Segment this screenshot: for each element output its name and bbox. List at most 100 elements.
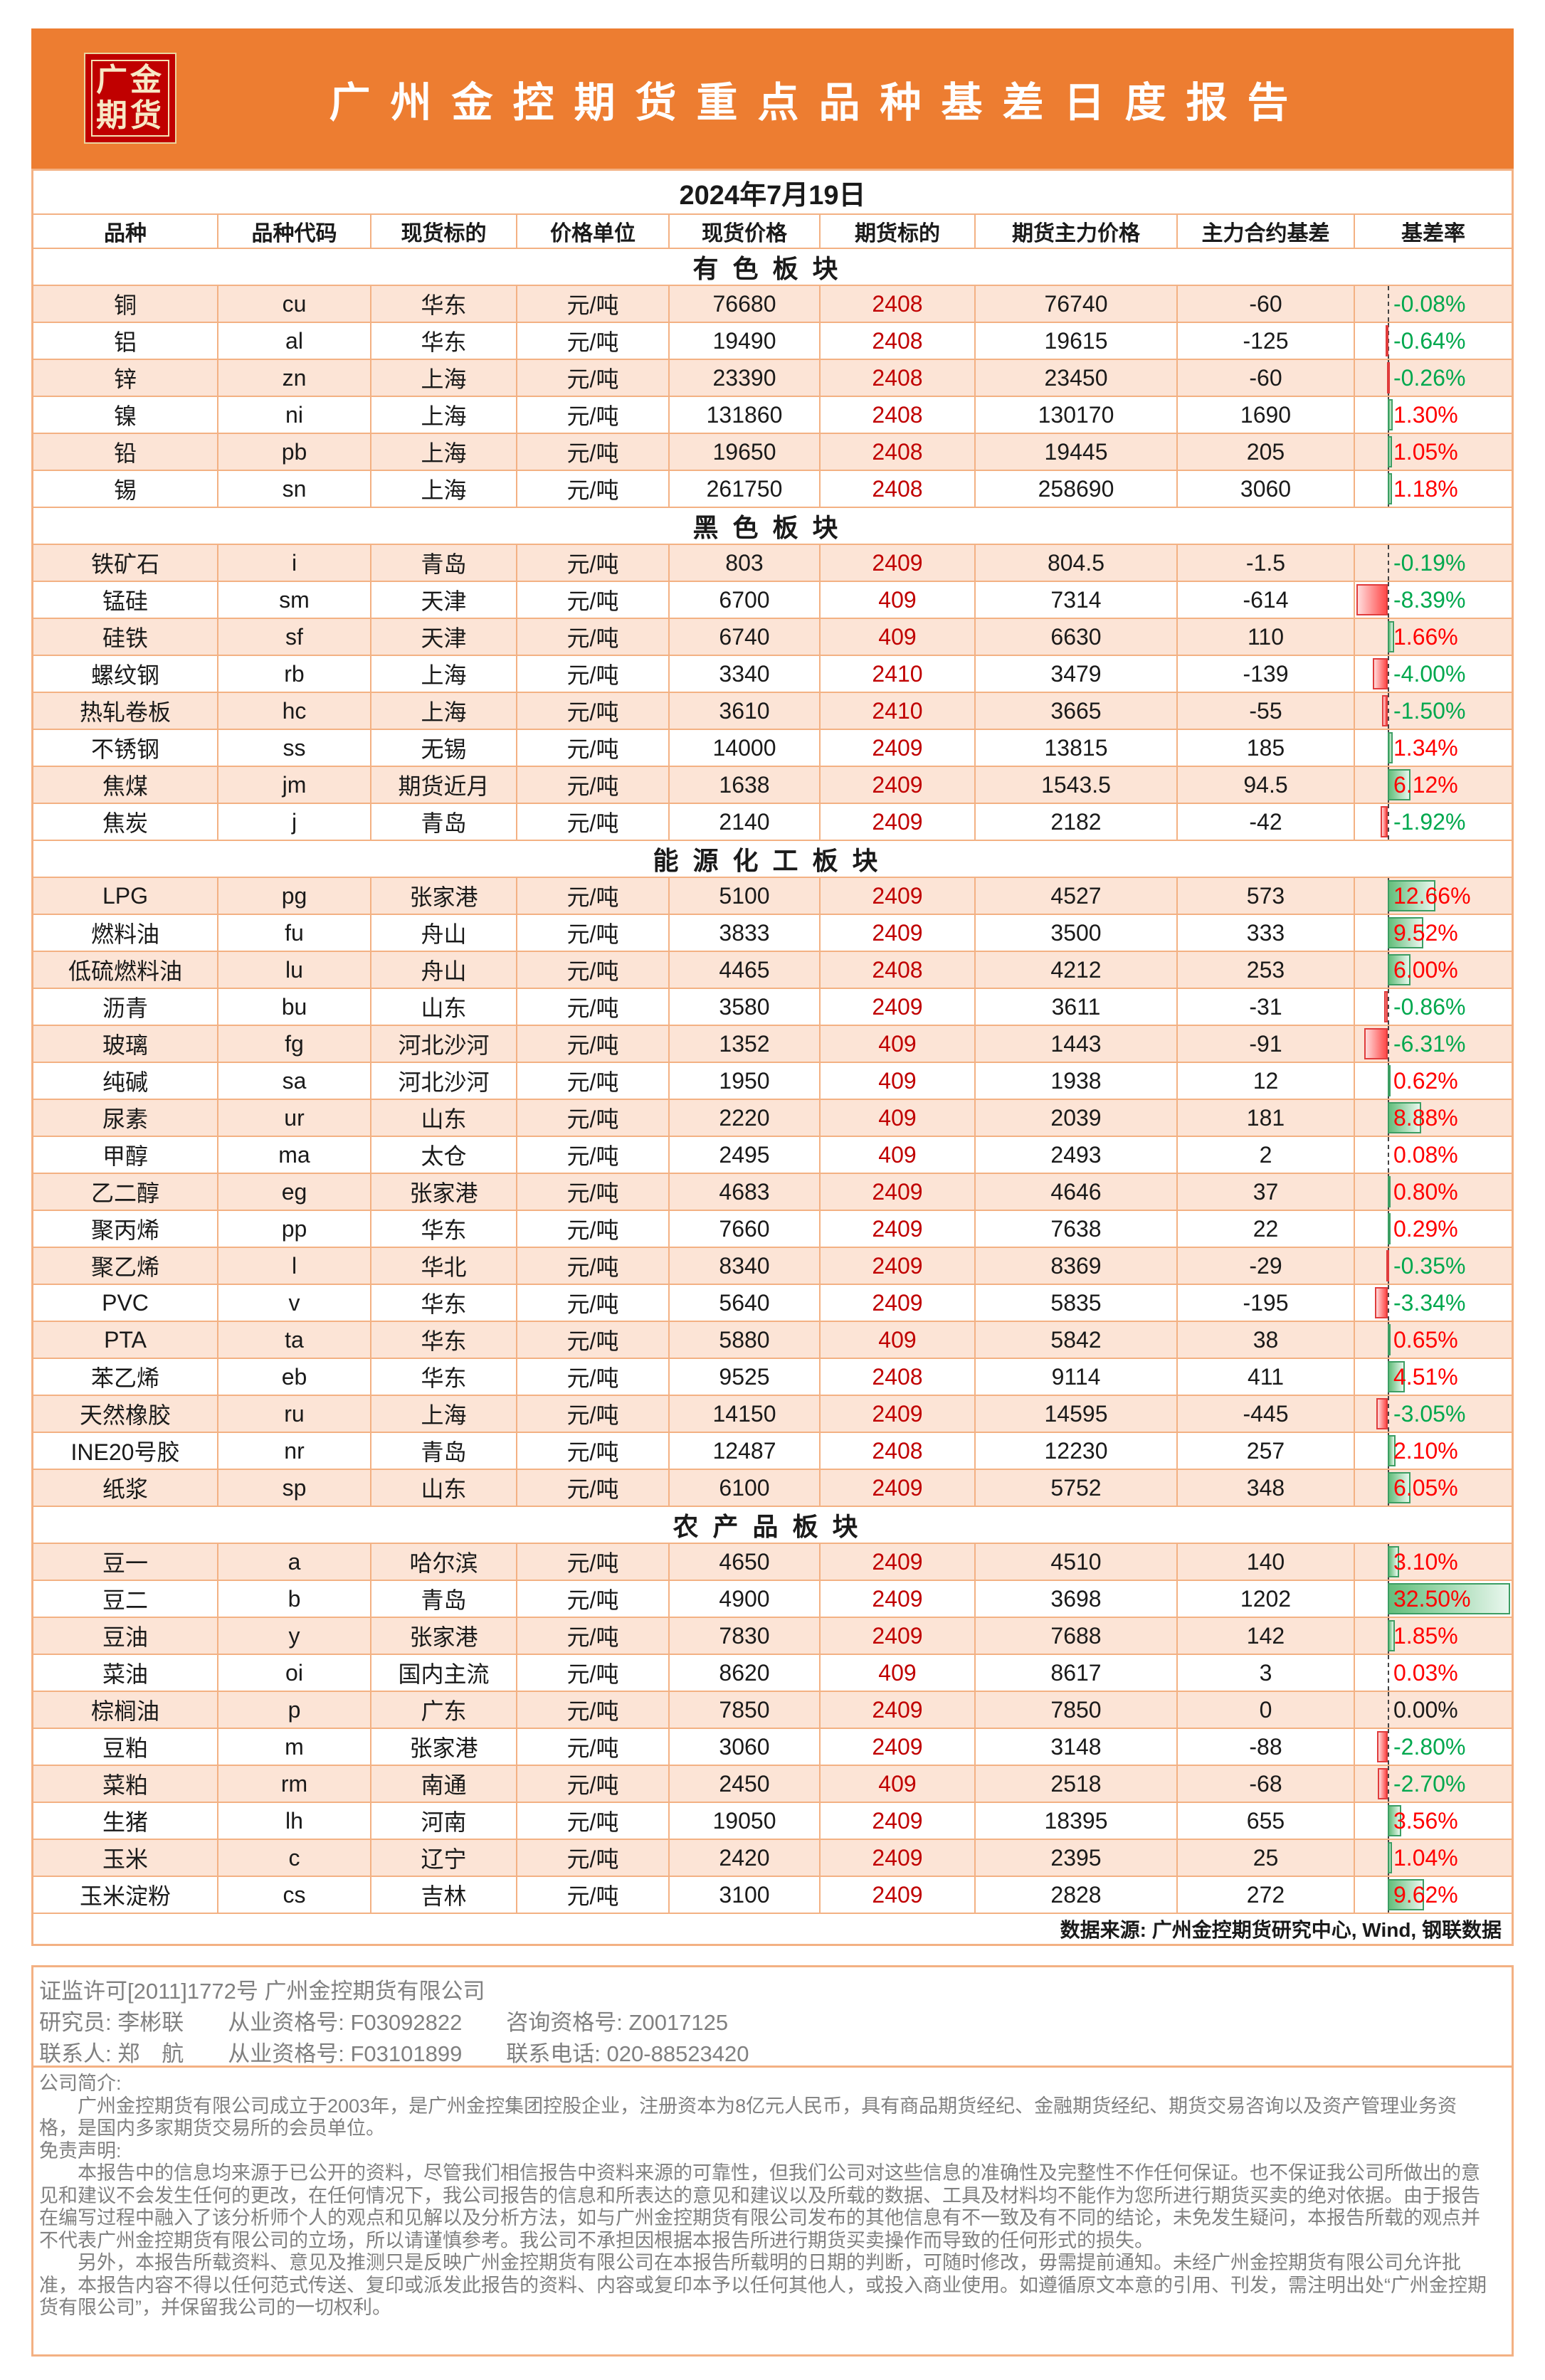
- cell-variety-code: a: [218, 1544, 371, 1581]
- cell-variety: 纯碱: [33, 1063, 218, 1100]
- cell-futures-contract: 2409: [821, 878, 976, 915]
- cell-price-unit: 元/吨: [517, 693, 670, 730]
- cell-variety: 豆二: [33, 1581, 218, 1618]
- cell-variety: 生猪: [33, 1803, 218, 1840]
- cell-main-contract-basis: -445: [1178, 1396, 1355, 1433]
- cell-spot-price: 3060: [670, 1729, 821, 1766]
- cell-spot-price: 2450: [670, 1766, 821, 1803]
- cell-main-contract-basis: -614: [1178, 582, 1355, 619]
- cell-basis-rate: 0.08%: [1355, 1137, 1512, 1174]
- cell-price-unit: 元/吨: [517, 1618, 670, 1655]
- cell-futures-main-price: 804.5: [976, 545, 1178, 582]
- cell-spot-target: 上海: [371, 693, 517, 730]
- basis-rate-bar-positive: [1388, 1620, 1395, 1651]
- cell-spot-price: 7830: [670, 1618, 821, 1655]
- disclaimer-paragraph-2: 另外，本报告所载资料、意见及推测只是反映广州金控期货有限公司在本报告所载明的日期…: [39, 2252, 1487, 2318]
- cell-basis-rate: -1.50%: [1355, 693, 1512, 730]
- cell-variety: 焦煤: [33, 767, 218, 804]
- cell-price-unit: 元/吨: [517, 767, 670, 804]
- cell-variety-code: ss: [218, 730, 371, 767]
- basis-rate-bar-positive: [1388, 1102, 1421, 1133]
- cell-spot-target: 上海: [371, 656, 517, 693]
- basis-rate-bar-negative: [1376, 1398, 1388, 1429]
- basis-rate-axis: [1388, 1655, 1389, 1691]
- license-line: 证监许可[2011]1772号 广州金控期货有限公司: [39, 1978, 485, 2004]
- cell-variety-code: b: [218, 1581, 371, 1618]
- cell-basis-rate: 1.85%: [1355, 1618, 1512, 1655]
- cell-futures-main-price: 2182: [976, 804, 1178, 841]
- cell-variety-code: c: [218, 1840, 371, 1877]
- cell-price-unit: 元/吨: [517, 1433, 670, 1470]
- basis-rate-bar-positive: [1388, 1546, 1400, 1577]
- basis-rate-value: -0.64%: [1393, 327, 1466, 354]
- basis-rate-value: 3.56%: [1393, 1807, 1458, 1834]
- cell-variety-code: cu: [218, 286, 371, 323]
- cell-main-contract-basis: 38: [1178, 1322, 1355, 1359]
- cell-spot-price: 4465: [670, 952, 821, 989]
- cell-spot-target: 南通: [371, 1766, 517, 1803]
- basis-rate-value: 6.05%: [1393, 1474, 1458, 1501]
- basis-rate-bar-positive: [1388, 1435, 1396, 1466]
- cell-spot-target: 上海: [371, 471, 517, 508]
- cell-spot-target: 山东: [371, 1100, 517, 1137]
- cell-spot-target: 期货近月: [371, 767, 517, 804]
- cell-main-contract-basis: 3: [1178, 1655, 1355, 1692]
- company-profile-text: 广州金控期货有限公司成立于2003年，是广州金控集团控股企业，注册资本为8亿元人…: [39, 2095, 1457, 2140]
- cell-main-contract-basis: 1690: [1178, 397, 1355, 434]
- cell-price-unit: 元/吨: [517, 545, 670, 582]
- cell-price-unit: 元/吨: [517, 1322, 670, 1359]
- cell-variety-code: sm: [218, 582, 371, 619]
- cell-futures-main-price: 5752: [976, 1470, 1178, 1507]
- basis-rate-bar-positive: [1388, 769, 1411, 800]
- cell-spot-price: 5880: [670, 1322, 821, 1359]
- cell-main-contract-basis: 0: [1178, 1692, 1355, 1729]
- cell-futures-main-price: 7688: [976, 1618, 1178, 1655]
- basis-rate-axis: [1388, 656, 1389, 692]
- basis-rate-value: -6.31%: [1393, 1030, 1466, 1057]
- cell-spot-price: 19050: [670, 1803, 821, 1840]
- cell-main-contract-basis: -29: [1178, 1248, 1355, 1285]
- basis-rate-bar-positive: [1388, 1065, 1391, 1096]
- cell-spot-price: 2420: [670, 1840, 821, 1877]
- section-row: 能源化工板块: [33, 841, 1512, 878]
- basis-rate-value: -0.86%: [1393, 993, 1466, 1020]
- cell-variety: 锌: [33, 360, 218, 397]
- researcher-line: 研究员: 李彬联 从业资格号: F03092822 咨询资格号: Z001712…: [39, 2009, 729, 2035]
- cell-variety-code: i: [218, 545, 371, 582]
- basis-rate-bar-positive: [1388, 1583, 1510, 1614]
- cell-spot-target: 上海: [371, 1396, 517, 1433]
- column-header-2: 品种代码: [218, 215, 371, 249]
- cell-spot-target: 张家港: [371, 878, 517, 915]
- cell-variety-code: oi: [218, 1655, 371, 1692]
- cell-spot-price: 3580: [670, 989, 821, 1026]
- cell-variety-code: m: [218, 1729, 371, 1766]
- basis-rate-value: -0.35%: [1393, 1252, 1466, 1279]
- cell-variety-code: pb: [218, 434, 371, 471]
- cell-variety: 玉米淀粉: [33, 1877, 218, 1914]
- cell-futures-main-price: 18395: [976, 1803, 1178, 1840]
- cell-spot-price: 19490: [670, 323, 821, 360]
- cell-main-contract-basis: -42: [1178, 804, 1355, 841]
- cell-main-contract-basis: -68: [1178, 1766, 1355, 1803]
- cell-main-contract-basis: 205: [1178, 434, 1355, 471]
- basis-rate-axis: [1388, 582, 1389, 618]
- cell-variety: PTA: [33, 1322, 218, 1359]
- cell-spot-target: 张家港: [371, 1729, 517, 1766]
- cell-spot-price: 803: [670, 545, 821, 582]
- basis-rate-axis: [1388, 545, 1389, 581]
- cell-variety-code: bu: [218, 989, 371, 1026]
- cell-spot-target: 华东: [371, 1322, 517, 1359]
- cell-futures-contract: 2409: [821, 1285, 976, 1322]
- cell-futures-main-price: 8617: [976, 1655, 1178, 1692]
- cell-basis-rate: 0.62%: [1355, 1063, 1512, 1100]
- cell-main-contract-basis: 22: [1178, 1211, 1355, 1248]
- basis-rate-value: -4.00%: [1393, 660, 1466, 687]
- basis-rate-axis: [1388, 1396, 1389, 1432]
- cell-main-contract-basis: 573: [1178, 878, 1355, 915]
- cell-spot-price: 9525: [670, 1359, 821, 1396]
- cell-main-contract-basis: 655: [1178, 1803, 1355, 1840]
- cell-main-contract-basis: 2: [1178, 1137, 1355, 1174]
- basis-rate-value: 9.52%: [1393, 919, 1458, 946]
- cell-price-unit: 元/吨: [517, 1655, 670, 1692]
